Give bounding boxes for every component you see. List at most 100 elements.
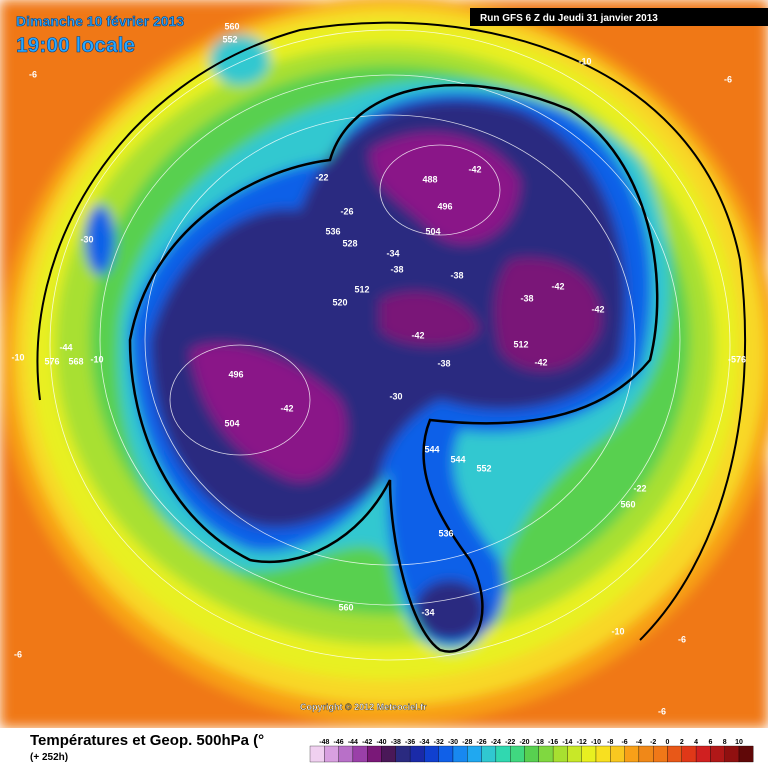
legend-swatch xyxy=(695,745,711,763)
contour-label: 488 xyxy=(422,174,437,184)
contour-label: -42 xyxy=(468,164,481,174)
contour-label: 560 xyxy=(338,602,353,612)
legend-swatch xyxy=(324,745,339,763)
legend-label: -8 xyxy=(607,739,613,746)
legend-swatch xyxy=(724,745,740,763)
contour-label: -42 xyxy=(551,281,564,291)
legend-label: -12 xyxy=(577,739,587,746)
legend-label: -2 xyxy=(650,739,656,746)
legend-label: 4 xyxy=(694,739,698,746)
legend-swatch xyxy=(595,745,611,763)
legend-label: 8 xyxy=(723,739,727,746)
contour-label: -42 xyxy=(280,403,293,413)
contour-label: 504 xyxy=(224,418,239,428)
contour-label: 544 xyxy=(424,444,439,454)
contour-label: 552 xyxy=(476,463,491,473)
legend-label: -22 xyxy=(505,739,515,746)
legend-swatch xyxy=(495,745,511,763)
legend-label: -34 xyxy=(419,739,429,746)
legend-label: -28 xyxy=(462,739,472,746)
legend-swatch xyxy=(538,745,554,763)
contour-label: -38 xyxy=(390,264,403,274)
contour-label: 520 xyxy=(332,297,347,307)
legend-label: -10 xyxy=(591,739,601,746)
legend-label: 2 xyxy=(680,739,684,746)
contour-label: 536 xyxy=(438,528,453,538)
legend-label: -26 xyxy=(477,739,487,746)
contour-label: -38 xyxy=(520,293,533,303)
contour-label: -26 xyxy=(340,206,353,216)
contour-label: 512 xyxy=(354,284,369,294)
legend-label: -32 xyxy=(434,739,444,746)
contour-label: 504 xyxy=(425,226,440,236)
contour-label: 528 xyxy=(342,238,357,248)
contour-label: 512 xyxy=(513,339,528,349)
legend-label: 0 xyxy=(666,739,670,746)
contour-5520 xyxy=(128,83,659,653)
legend-swatch xyxy=(481,745,497,763)
legend-swatch xyxy=(309,745,325,763)
contour-label: -34 xyxy=(421,607,434,617)
contour-label: -42 xyxy=(591,304,604,314)
contour-label: -38 xyxy=(437,358,450,368)
legend-label: -48 xyxy=(319,739,329,746)
legend-label: -24 xyxy=(491,739,501,746)
contour-label: 552 xyxy=(222,34,237,44)
legend-label: -44 xyxy=(348,739,358,746)
legend-swatch xyxy=(367,745,382,763)
legend-label: -36 xyxy=(405,739,415,746)
legend-label: -20 xyxy=(519,739,529,746)
contour-label: -22 xyxy=(633,483,646,493)
legend-swatch xyxy=(581,745,597,763)
legend-label: -16 xyxy=(548,739,558,746)
color-legend: -48 -46 -44 -42 -40 -38 -36 -34 -32 -30 -28 -26 -24-… xyxy=(309,739,754,763)
contour-labels: 560 552 -6 -10 -6 -22 488 -42 -26 496 536 504 528 -34… xyxy=(11,21,746,716)
legend-label: -38 xyxy=(391,739,401,746)
contour-label: 568 xyxy=(68,356,83,366)
contour-label: -6 xyxy=(14,649,22,659)
contour-label: -44 xyxy=(59,342,72,352)
legend-label: -4 xyxy=(636,739,642,746)
contour-label: -10 xyxy=(90,354,103,364)
contour-label: 544 xyxy=(450,454,465,464)
contour-label: -42 xyxy=(534,357,547,367)
legend-label: -30 xyxy=(448,739,458,746)
contours xyxy=(49,29,731,661)
contour-label: 536 xyxy=(325,226,340,236)
legend-swatch xyxy=(567,745,582,763)
local-time: 19:00 locale xyxy=(16,34,135,57)
contour-label: -6 xyxy=(724,74,732,84)
legend-label: -46 xyxy=(334,739,344,746)
date: Dimanche 10 février 2013 xyxy=(16,13,184,29)
copyright: Copyright © 2012 Meteociel.fr xyxy=(300,702,427,712)
footer-title: Températures et Geop. 500hPa (° xyxy=(30,732,264,749)
contour-label: -6 xyxy=(658,706,666,716)
legend-swatch xyxy=(610,745,625,763)
contour-label: -30 xyxy=(389,391,402,401)
contour-label: -38 xyxy=(450,270,463,280)
legend-swatch xyxy=(653,745,668,763)
contour-label: -30 xyxy=(80,234,93,244)
legend-swatch xyxy=(424,745,439,763)
legend-swatch xyxy=(524,745,539,763)
contour-label: -34 xyxy=(386,248,399,258)
legend-swatch xyxy=(638,745,654,763)
contour-label: -22 xyxy=(315,172,328,182)
run-banner xyxy=(470,8,768,26)
contour-label: 576 xyxy=(44,356,59,366)
legend-label: -6 xyxy=(621,739,627,746)
legend-label: -14 xyxy=(562,739,572,746)
legend-swatch xyxy=(467,745,482,763)
run-info: Run GFS 6 Z du Jeudi 31 janvier 2013 xyxy=(480,13,658,24)
contour-label: 496 xyxy=(437,201,452,211)
legend-label: 6 xyxy=(708,739,712,746)
footer-subtitle: (+ 252h) xyxy=(30,752,68,763)
legend-swatch xyxy=(738,745,754,763)
contour-label: -10 xyxy=(611,626,624,636)
legend-swatch xyxy=(624,745,640,763)
contour-label: 496 xyxy=(228,369,243,379)
legend-swatch xyxy=(395,745,411,763)
contour-label: -10 xyxy=(11,352,24,362)
contour-5760 xyxy=(36,21,747,641)
